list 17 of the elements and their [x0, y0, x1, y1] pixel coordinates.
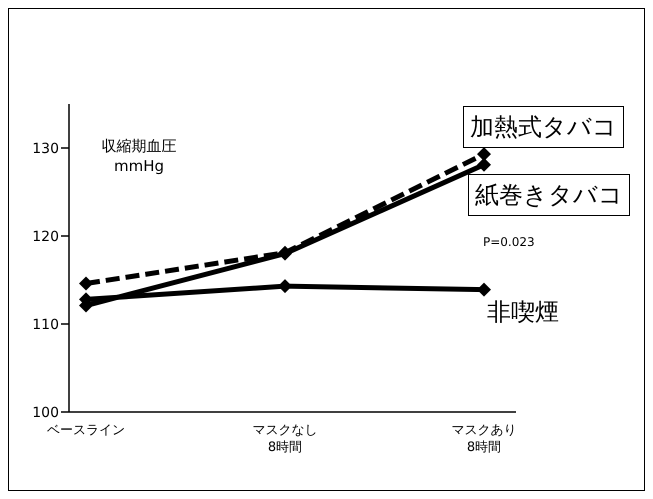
y-tick-label: 120: [32, 228, 59, 245]
y-axis-title: 収縮期血圧 mmHg: [100, 136, 178, 176]
y-tick-label: 100: [32, 404, 59, 421]
x-tick-label: マスクなし 8時間: [252, 423, 318, 455]
series-label: 加熱式タバコ: [463, 106, 624, 148]
point: [477, 282, 491, 297]
series-label: 紙巻きタバコ: [468, 174, 630, 216]
point: [477, 158, 491, 172]
annotation: P=0.023: [483, 235, 535, 249]
x-tick-label: ベースライン: [47, 423, 125, 438]
point: [477, 147, 491, 162]
series-label: 非喫煙: [486, 297, 560, 328]
x-tick-label: マスクあり 8時間: [452, 423, 516, 455]
point: [278, 279, 292, 294]
y-tick-label: 110: [32, 316, 59, 333]
point: [79, 276, 93, 291]
y-tick-label: 130: [32, 140, 59, 157]
